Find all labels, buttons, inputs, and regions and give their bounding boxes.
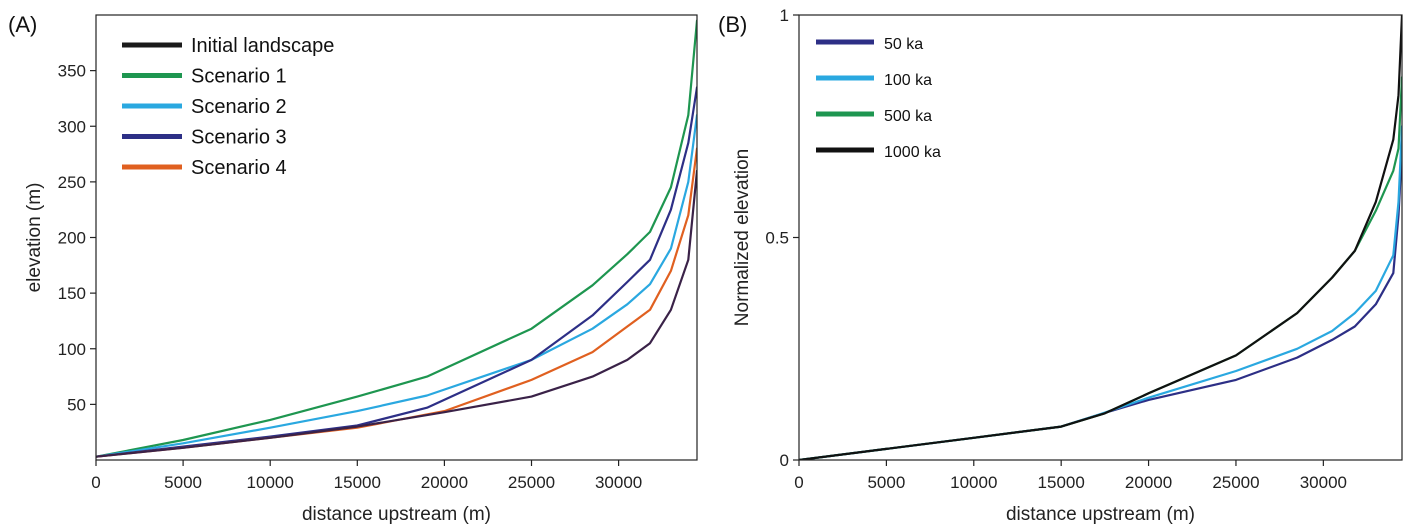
panel-a-y-tick-label-6: 350 <box>58 62 86 81</box>
panel-a-y-tick-label-5: 300 <box>58 117 86 136</box>
panel-a-series-line-2 <box>96 113 697 458</box>
panel-b-series-line-2 <box>799 76 1402 460</box>
panel-a-x-tick-label-0: 0 <box>91 473 100 492</box>
panel-b-x-tick-label-4: 20000 <box>1125 473 1172 492</box>
panel-a-series-line-5 <box>96 169 697 458</box>
panel-a-series-line-1 <box>96 19 697 458</box>
panel-b-legend-label-2: 500 ka <box>884 108 932 125</box>
panel-b-x-tick-label-2: 10000 <box>950 473 997 492</box>
panel-a-label: (A) <box>8 12 37 37</box>
panel-a-x-tick-label-4: 20000 <box>421 473 468 492</box>
panel-a-y-tick-label-3: 200 <box>58 229 86 248</box>
panel-a-x-tick-label-1: 5000 <box>164 473 202 492</box>
panel-a-legend-label-2: Scenario 2 <box>191 96 287 118</box>
panel-a-y-axis-label: elevation (m) <box>24 183 45 293</box>
panel-a-y-tick-label-1: 100 <box>58 340 86 359</box>
panel-a-series-line-3 <box>96 86 697 458</box>
panel-b-y-tick-label-1: 0.5 <box>765 229 789 248</box>
panel-b-x-tick-label-3: 15000 <box>1038 473 1085 492</box>
panel-a-legend-label-3: Scenario 3 <box>191 127 287 149</box>
panel-b-x-tick-label-5: 25000 <box>1212 473 1259 492</box>
panel-a-legend-label-1: Scenario 1 <box>191 66 287 88</box>
panel-a-x-tick-label-6: 30000 <box>595 473 642 492</box>
panel-b-legend-label-3: 1000 ka <box>884 144 941 161</box>
panel-b-series-line-3 <box>799 15 1402 460</box>
panel-b-x-tick-label-6: 30000 <box>1300 473 1347 492</box>
panel-a-y-tick-label-2: 150 <box>58 284 86 303</box>
panel-b-x-tick-label-0: 0 <box>794 473 803 492</box>
panel-b-x-axis-label: distance upstream (m) <box>1006 504 1195 525</box>
panel-a-x-tick-label-5: 25000 <box>508 473 555 492</box>
panel-b-y-axis-label: Normalized elevation <box>732 149 753 326</box>
panel-b-legend-label-1: 100 ka <box>884 72 932 89</box>
panel-a-y-tick-label-4: 250 <box>58 173 86 192</box>
panel-b-y-tick-label-2: 1 <box>780 6 789 25</box>
panel-a-x-tick-label-3: 15000 <box>334 473 381 492</box>
panel-b-legend-label-0: 50 ka <box>884 36 923 53</box>
panel-a-legend-label-0: Initial landscape <box>191 35 334 57</box>
panel-a-x-tick-label-2: 10000 <box>247 473 294 492</box>
panel-b-label: (B) <box>718 12 747 37</box>
panel-a-x-axis-label: distance upstream (m) <box>302 504 491 525</box>
panel-a-y-tick-label-0: 50 <box>67 395 86 414</box>
panel-b-series-line-1 <box>799 125 1402 460</box>
panel-a-plot-frame <box>95 14 698 461</box>
panel-b-x-tick-label-1: 5000 <box>867 473 905 492</box>
panel-b-y-tick-label-0: 0 <box>780 451 789 470</box>
panel-a-legend-label-4: Scenario 4 <box>191 157 287 179</box>
